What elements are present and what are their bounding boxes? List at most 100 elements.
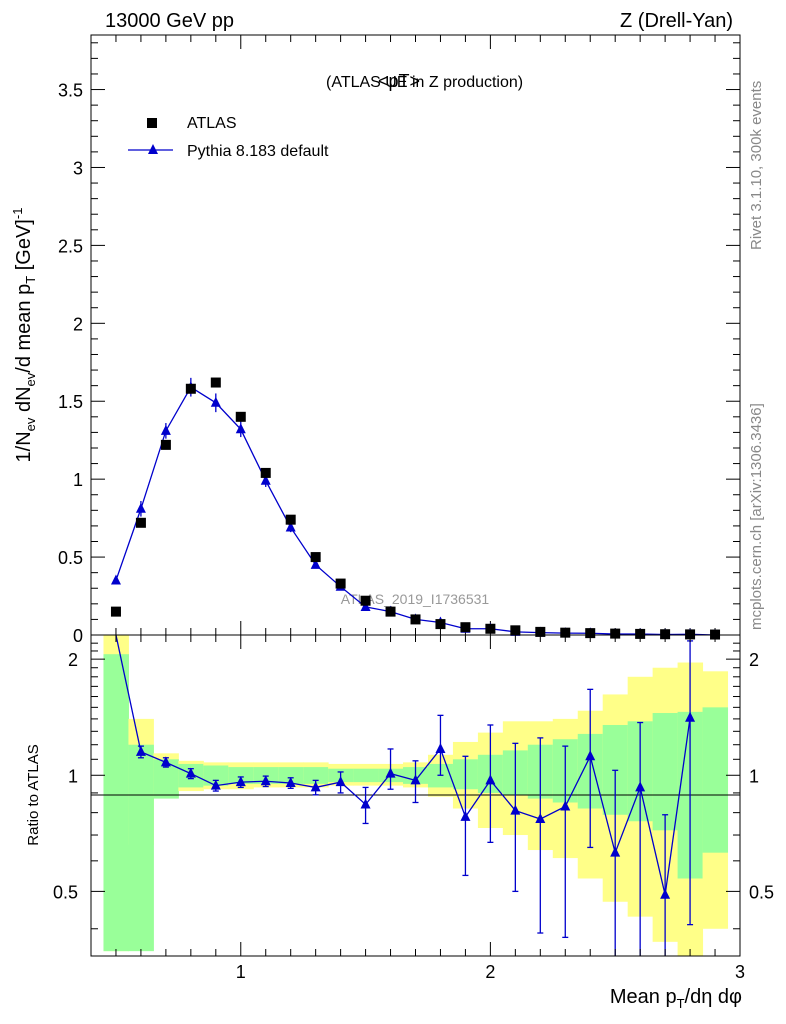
main-panel: 0 0.5 1 1.5 2 2.5 3 3.5 ATLAS_2019_I1736531 <pT…	[10, 34, 741, 646]
main-y-tick-label: 0.5	[58, 548, 83, 568]
data-marker	[510, 625, 521, 636]
main-y-tick-label: 3	[73, 158, 83, 178]
legend: ATLAS Pythia 8.183 default	[128, 115, 329, 160]
main-y-tick-label: 0	[73, 626, 83, 646]
mc-series-ratio	[115, 634, 696, 956]
mc-marker	[310, 558, 321, 569]
main-y-tick-label: 2	[73, 314, 83, 334]
ratio-mc-marker	[510, 804, 521, 815]
ratio-band-inner	[128, 744, 154, 952]
ratio-y-tick-label: 2	[68, 650, 78, 670]
ratio-mc-marker	[160, 756, 171, 767]
data-marker	[135, 517, 146, 528]
mc-marker	[210, 396, 221, 407]
ratio-mc-marker	[535, 813, 546, 824]
main-y-tick-label: 1.5	[58, 392, 83, 412]
main-y-tick-label: 2.5	[58, 236, 83, 256]
ratio-y-tick-label-right: 1	[749, 766, 759, 786]
main-watermark: ATLAS_2019_I1736531	[341, 591, 490, 607]
ratio-mc-marker	[585, 750, 596, 761]
ratio-mc-marker	[435, 742, 446, 753]
data-marker	[335, 578, 346, 589]
legend-atlas-label: ATLAS	[187, 115, 237, 132]
mc-marker	[260, 474, 271, 485]
process-label: Z (Drell-Yan)	[620, 10, 733, 32]
mc-marker	[235, 423, 246, 434]
ratio-panel: 0.5 0.5 1 1 2 2 1 2 3 Ratio to ATLAS Mean pT/dη…	[25, 634, 774, 1011]
ratio-band-inner	[303, 767, 329, 784]
ratio-mc-marker	[685, 711, 696, 722]
ratio-mc-marker	[135, 745, 146, 756]
data-series-main	[110, 377, 721, 640]
data-marker	[385, 606, 396, 617]
ratio-mc-marker	[310, 781, 321, 792]
ratio-mc-marker	[210, 779, 221, 790]
mc-marker	[360, 600, 371, 611]
x-tick-label: 1	[236, 962, 246, 982]
main-y-tick-labels: 0 0.5 1 1.5 2 2.5 3 3.5	[58, 81, 83, 646]
ratio-mc-marker	[235, 776, 246, 787]
ratio-mc-marker	[485, 774, 496, 785]
data-marker	[410, 614, 421, 625]
ratio-mc-marker	[460, 810, 471, 821]
data-marker	[210, 377, 221, 388]
ratio-band-inner	[278, 767, 304, 784]
data-marker	[485, 623, 496, 634]
ratio-band-inner	[103, 654, 129, 952]
data-marker	[360, 595, 371, 606]
ratio-band-inner	[203, 765, 229, 786]
x-tick-labels: 1 2 3	[236, 962, 745, 982]
main-y-tick-label: 3.5	[58, 81, 83, 101]
ratio-axis-ticks	[91, 635, 740, 956]
ratio-band-inner	[228, 767, 254, 784]
data-marker	[635, 628, 646, 639]
ratio-y-tick-label-right: 0.5	[749, 882, 774, 902]
plot-title: <pT>	[378, 71, 420, 91]
main-axis-ticks	[91, 35, 740, 636]
collision-label: 13000 GeV pp	[105, 10, 234, 32]
ratio-band-inner	[353, 768, 379, 783]
x-axis-label: Mean pT/dη dφ	[610, 986, 742, 1011]
data-marker	[260, 467, 271, 478]
mcplots-label: mcplots.cern.ch [arXiv:1306.3436]	[748, 403, 765, 630]
x-tick-label: 2	[485, 962, 495, 982]
plot-title-main: <pT>	[378, 71, 420, 91]
mc-marker	[285, 521, 296, 532]
data-marker	[560, 627, 571, 638]
ratio-mc-marker	[560, 800, 571, 811]
legend-atlas-marker	[147, 118, 157, 128]
data-marker	[185, 383, 196, 394]
ratio-mc-marker	[410, 774, 421, 785]
ratio-mc-marker	[335, 776, 346, 787]
data-marker	[310, 552, 321, 563]
data-marker	[460, 622, 471, 633]
mc-marker	[110, 574, 121, 585]
ratio-y-axis-label: Ratio to ATLAS	[25, 744, 42, 845]
data-marker	[660, 629, 671, 640]
main-y-axis-label: 1/Nev dNev/d mean pT [GeV]-1	[10, 208, 38, 463]
ratio-mc-line	[115, 634, 691, 895]
data-marker	[435, 619, 446, 630]
x-tick-label: 3	[735, 962, 745, 982]
rivet-version-label: Rivet 3.1.10, 300k events	[748, 81, 765, 250]
ratio-mc-marker	[360, 798, 371, 809]
ratio-band-inner	[652, 713, 679, 831]
legend-mc-marker	[148, 144, 158, 154]
data-marker	[110, 606, 121, 617]
plot-subtitle: (ATLAS UE in Z production)	[326, 74, 523, 91]
data-marker	[685, 629, 696, 640]
data-marker	[235, 411, 246, 422]
data-marker	[585, 628, 596, 639]
ratio-mc-marker	[185, 767, 196, 778]
ratio-y-tick-label: 0.5	[53, 882, 78, 902]
ratio-mc-marker	[385, 767, 396, 778]
mc-marker	[135, 502, 146, 513]
ratio-y-tick-label: 1	[68, 766, 78, 786]
ratio-y-tick-label-right: 2	[749, 650, 759, 670]
ratio-mc-marker	[660, 888, 671, 899]
ratio-mc-marker	[285, 776, 296, 787]
mc-marker	[160, 424, 171, 435]
main-y-tick-label: 1	[73, 470, 83, 490]
data-marker	[535, 626, 546, 637]
